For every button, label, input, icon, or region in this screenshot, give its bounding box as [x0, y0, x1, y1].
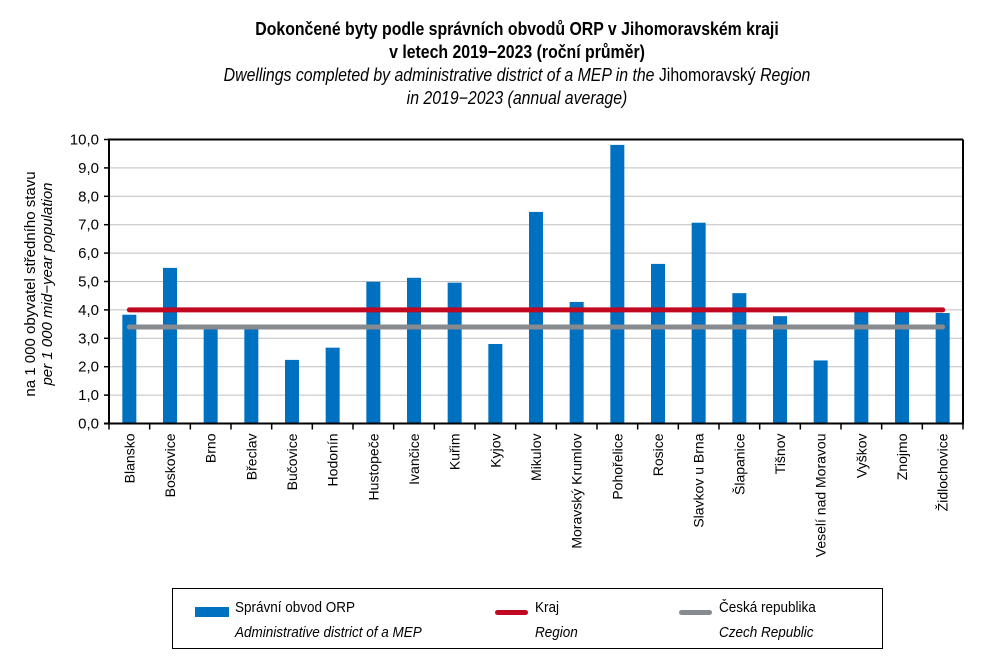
legend-label-en: Czech Republic [719, 624, 814, 641]
bar [691, 222, 706, 424]
legend-label-en: Region [535, 624, 578, 641]
y-tick-label: 4,0 [78, 302, 99, 319]
title-cz-line2: v letech 2019−2023 (roční průměr) [389, 42, 645, 62]
bars [122, 144, 950, 424]
x-tick-label: Hustopeče [365, 433, 381, 500]
bar [122, 314, 137, 424]
x-tick-label: Kyjov [487, 434, 503, 468]
reference-lines [126, 307, 946, 330]
bar [569, 301, 584, 424]
bar [203, 328, 218, 424]
x-tick-label: Mikulov [528, 434, 544, 481]
title-en-line2: in 2019−2023 (annual average) [406, 88, 628, 108]
bar [529, 211, 543, 424]
title-en-part-a: Dwellings completed by administrative di… [223, 65, 659, 85]
legend-label-cz: Česká republika [719, 599, 816, 616]
y-tick-label: 0,0 [78, 416, 99, 433]
legend-label-en: Administrative district of a MEP [235, 624, 422, 641]
x-tick-label: Znojmo [894, 433, 910, 480]
bar [366, 281, 381, 424]
x-tick-label: Rosice [650, 433, 666, 476]
y-axis-title-en: per 1 000 mid−year population [39, 182, 56, 386]
bar [935, 313, 950, 424]
bar [773, 316, 787, 424]
bar [407, 277, 421, 424]
bar [447, 282, 462, 424]
x-tick-label: Kuřim [447, 434, 463, 471]
x-tick-label: Veselí nad Moravou [813, 434, 829, 558]
y-tick-label: 10,0 [70, 132, 99, 149]
y-tick-label: 6,0 [78, 245, 99, 262]
x-tick-label: Slavkov u Brna [691, 433, 707, 527]
x-tick-label: Ivančice [406, 433, 422, 485]
x-tick-label: Tišnov [772, 434, 788, 475]
bar [895, 311, 909, 424]
x-tick-label: Břeclav [243, 434, 259, 481]
y-tick-label: 2,0 [78, 359, 99, 376]
bar [651, 263, 665, 424]
bar [244, 328, 259, 424]
title-en-line1: Dwellings completed by administrative di… [62, 64, 972, 87]
title-en-part-b: Jihomoravský [658, 65, 756, 85]
legend-swatch-bar [195, 607, 229, 617]
chart-title: Dokončené byty podle správních obvodů OR… [0, 18, 1004, 110]
x-tick-label: Moravský Krumlov [569, 434, 585, 549]
y-tick-label: 3,0 [78, 330, 99, 347]
legend-swatch-line-red [495, 610, 528, 615]
bar [325, 347, 340, 424]
x-tick-label: Vyškov [853, 434, 869, 479]
y-tick-label: 1,0 [78, 387, 99, 404]
title-cz-line1: Dokončené byty podle správních obvodů OR… [255, 19, 779, 39]
y-tick-label: 5,0 [78, 274, 99, 291]
y-tick-label: 7,0 [78, 217, 99, 234]
bar [854, 311, 869, 424]
legend-swatch-line-gray [679, 610, 712, 615]
bar [813, 360, 828, 424]
y-axis-title-cz: na 1 000 obyvatel středního stavu [22, 171, 39, 396]
x-tick-label: Boskovice [162, 433, 178, 497]
x-tick-labels: Blansko Boskovice Brno Břeclav Bučovice Hodon… [121, 433, 950, 557]
bar [610, 144, 625, 424]
bar [163, 267, 177, 424]
legend-label-cz: Správní obvod ORP [235, 599, 356, 616]
legend: Správní obvod ORP Administrative distric… [172, 588, 883, 649]
x-tick-label: Hodonín [325, 434, 341, 487]
axes [104, 138, 964, 430]
y-tick-labels: 0,0 1,0 2,0 3,0 4,0 5,0 6,0 7,0 8,0 9,0 10,0 [70, 132, 99, 433]
bar [488, 343, 503, 424]
x-tick-label: Bučovice [284, 433, 300, 490]
x-tick-label: Blansko [121, 433, 137, 483]
title-en-part-c: Region [755, 65, 811, 85]
y-tick-label: 8,0 [78, 188, 99, 205]
x-tick-label: Brno [203, 433, 219, 463]
legend-label-cz: Kraj [535, 599, 560, 616]
x-tick-label: Pohořelice [609, 433, 625, 499]
x-tick-label: Židlochovice [935, 433, 951, 511]
y-tick-label: 9,0 [78, 160, 99, 177]
bar [732, 293, 747, 424]
bar [285, 359, 299, 424]
x-tick-label: Šlapanice [731, 433, 747, 495]
